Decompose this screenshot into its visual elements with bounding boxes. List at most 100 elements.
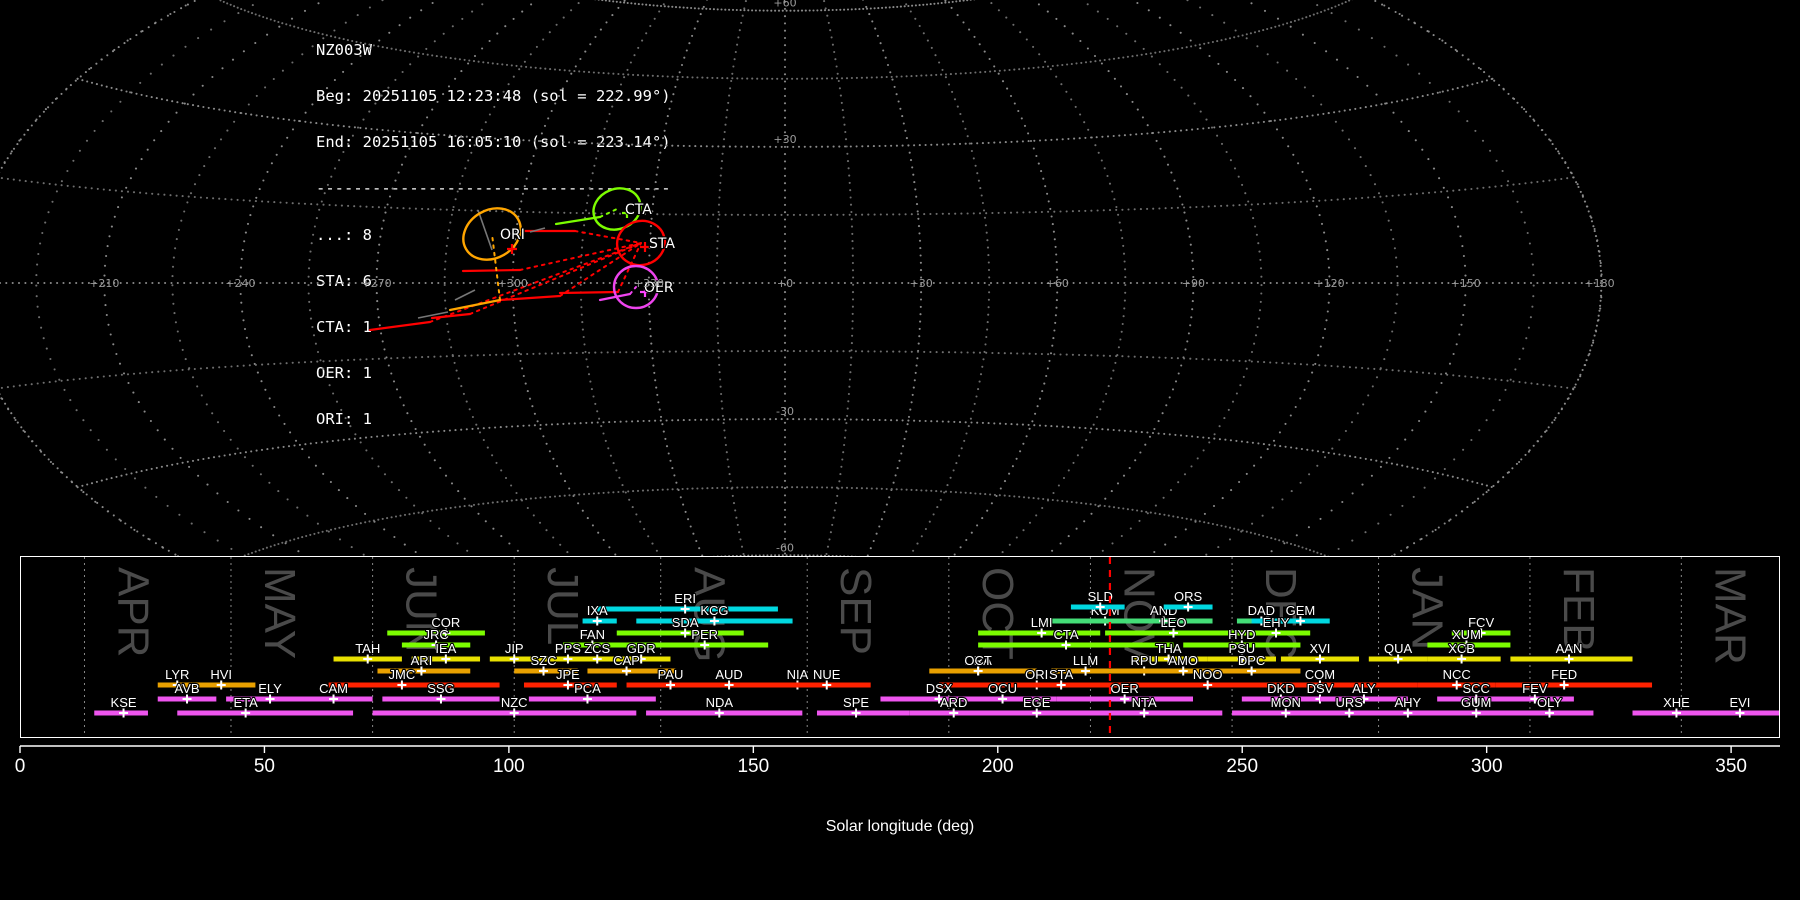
shower-activity-bar[interactable] (626, 642, 769, 648)
shower-bar[interactable]: PAU (626, 666, 715, 690)
shower-activity-bar[interactable] (528, 696, 656, 702)
shower-bar[interactable]: URS (1300, 694, 1399, 718)
shower-bar[interactable]: CTA (978, 626, 1174, 650)
shower-bar[interactable]: XUM (1427, 626, 1511, 650)
shower-activity-bar[interactable] (1075, 710, 1223, 716)
shower-bar[interactable]: XVI (1280, 640, 1360, 664)
shower-bar[interactable]: ELY (226, 680, 324, 704)
shower-bar[interactable]: JIP (489, 640, 539, 664)
shower-bar[interactable]: MON (1232, 694, 1340, 718)
shower-bar[interactable]: COM (1241, 666, 1418, 690)
shower-bar[interactable]: ARI (377, 652, 471, 676)
shower-activity-bar[interactable] (587, 668, 676, 674)
radiant-sta[interactable]: STA (612, 216, 677, 271)
shower-activity-bar[interactable] (978, 642, 1174, 648)
shower-bar[interactable]: OCU (958, 680, 1057, 704)
shower-bar[interactable]: JRC (401, 626, 471, 650)
shower-bar[interactable]: FAN (563, 626, 627, 650)
shower-bar[interactable]: NOO (1153, 666, 1262, 690)
shower-bar[interactable]: JMC (328, 666, 500, 690)
shower-bar[interactable]: OCT (929, 652, 1037, 676)
shower-bar[interactable]: COR (387, 614, 485, 638)
shower-bar[interactable]: NTA (1075, 694, 1223, 718)
shower-bar[interactable]: SSG (382, 680, 500, 704)
shower-bar[interactable]: LYR (157, 666, 207, 690)
shower-bar[interactable]: ORS (1163, 588, 1213, 612)
shower-activity-bar[interactable] (226, 696, 324, 702)
shower-bar[interactable]: KSE (94, 694, 148, 718)
radiant-ellipse[interactable] (612, 216, 670, 271)
shower-bar[interactable]: IEA (411, 640, 481, 664)
shower-bar[interactable]: PER (626, 626, 769, 650)
shower-bar[interactable]: PCA (528, 680, 656, 704)
shower-bar[interactable]: SCC (1437, 680, 1516, 704)
radiant-ori[interactable]: ORI (454, 198, 530, 270)
shower-bar[interactable]: ETA (177, 694, 354, 718)
shower-activity-bar[interactable] (1251, 618, 1330, 624)
shower-bar[interactable]: DPC (1212, 652, 1301, 676)
shower-bar[interactable]: CAM (304, 680, 373, 704)
shower-bar[interactable]: DSX (880, 680, 998, 704)
shower-bar[interactable]: ALY (1319, 680, 1408, 704)
radiant-oer[interactable]: OER (612, 264, 675, 310)
radiant-cta[interactable]: CTA (587, 181, 653, 236)
shower-activity-bar[interactable] (816, 710, 910, 716)
radiant-ellipse[interactable] (612, 264, 660, 310)
shower-activity-bar[interactable] (792, 682, 871, 688)
shower-bar[interactable]: HVI (191, 666, 256, 690)
shower-activity-bar[interactable] (1495, 682, 1653, 688)
radiant-ellipses[interactable]: ORI CTA STA OER (454, 181, 677, 310)
shower-bar[interactable]: KCG (636, 602, 793, 626)
shower-bar[interactable]: GDR (616, 640, 671, 664)
shower-activity-bar[interactable] (987, 710, 1096, 716)
shower-bar[interactable]: OER (1056, 680, 1193, 704)
shower-activity-bar[interactable] (958, 696, 1057, 702)
shower-bar[interactable]: AUD (685, 666, 778, 690)
shower-activity-bar[interactable] (372, 710, 637, 716)
shower-bar[interactable]: XCB (1427, 640, 1501, 664)
shower-bar[interactable]: JPE (523, 666, 617, 690)
shower-bar[interactable]: SZC (514, 652, 578, 676)
shower-bar[interactable]: TAH (333, 640, 402, 664)
shower-bar[interactable]: THA (1134, 640, 1208, 664)
shower-bar[interactable]: ZCS (572, 640, 627, 664)
shower-activity-bar[interactable] (1241, 682, 1418, 688)
shower-bar[interactable]: STA (939, 666, 1184, 690)
shower-activity-bar[interactable] (1710, 710, 1779, 716)
shower-activity-bar[interactable] (328, 682, 500, 688)
shower-bar[interactable]: LEO (1105, 614, 1257, 638)
shower-bar[interactable]: OLY (1505, 694, 1594, 718)
shower-bar[interactable]: GUM (1427, 694, 1535, 718)
shower-bar[interactable]: AVB (157, 680, 217, 704)
shower-bar[interactable]: PPS (538, 640, 598, 664)
shower-bar[interactable]: FEV (1495, 680, 1574, 704)
shower-bar[interactable]: ERI (597, 590, 778, 614)
shower-activity-bar[interactable] (177, 710, 354, 716)
timeline-svg[interactable]: APR MAY JUN JUL AUG SEP OCT NOV DEC JAN FEB MAR ERI… (21, 557, 1779, 737)
shower-bar[interactable]: FED (1495, 666, 1653, 690)
shower-activity-bar[interactable] (1212, 668, 1301, 674)
shower-bar[interactable]: ARD (909, 694, 1008, 718)
shower-bar[interactable]: EHY (1241, 614, 1311, 638)
shower-bar[interactable]: XHE (1632, 694, 1721, 718)
shower-bar[interactable]: FCV (1451, 614, 1511, 638)
shower-bar[interactable]: LMI (978, 614, 1101, 638)
shower-bar[interactable]: NDA (646, 694, 803, 718)
shower-activity-bar[interactable] (157, 682, 207, 688)
shower-activity-bar[interactable] (387, 630, 485, 636)
shower-bar[interactable]: QUA (1368, 640, 1428, 664)
shower-activity-bar[interactable] (616, 630, 744, 636)
shower-bar[interactable]: AMO (1134, 652, 1233, 676)
shower-bar[interactable]: HYD (1183, 626, 1301, 650)
shower-bar[interactable]: NCC (1417, 666, 1496, 690)
shower-bar[interactable]: LLM (1051, 652, 1125, 676)
shower-activity-bar[interactable] (1427, 710, 1535, 716)
shower-bar[interactable]: EGE (987, 694, 1096, 718)
shower-activity-bar[interactable] (304, 696, 373, 702)
shower-bar[interactable]: GEM (1251, 602, 1330, 626)
shower-activity-timeline[interactable]: APR MAY JUN JUL AUG SEP OCT NOV DEC JAN FEB MAR ERI… (20, 556, 1780, 738)
shower-bar[interactable]: EVI (1710, 694, 1779, 718)
shower-bar[interactable]: NUE (792, 666, 871, 690)
